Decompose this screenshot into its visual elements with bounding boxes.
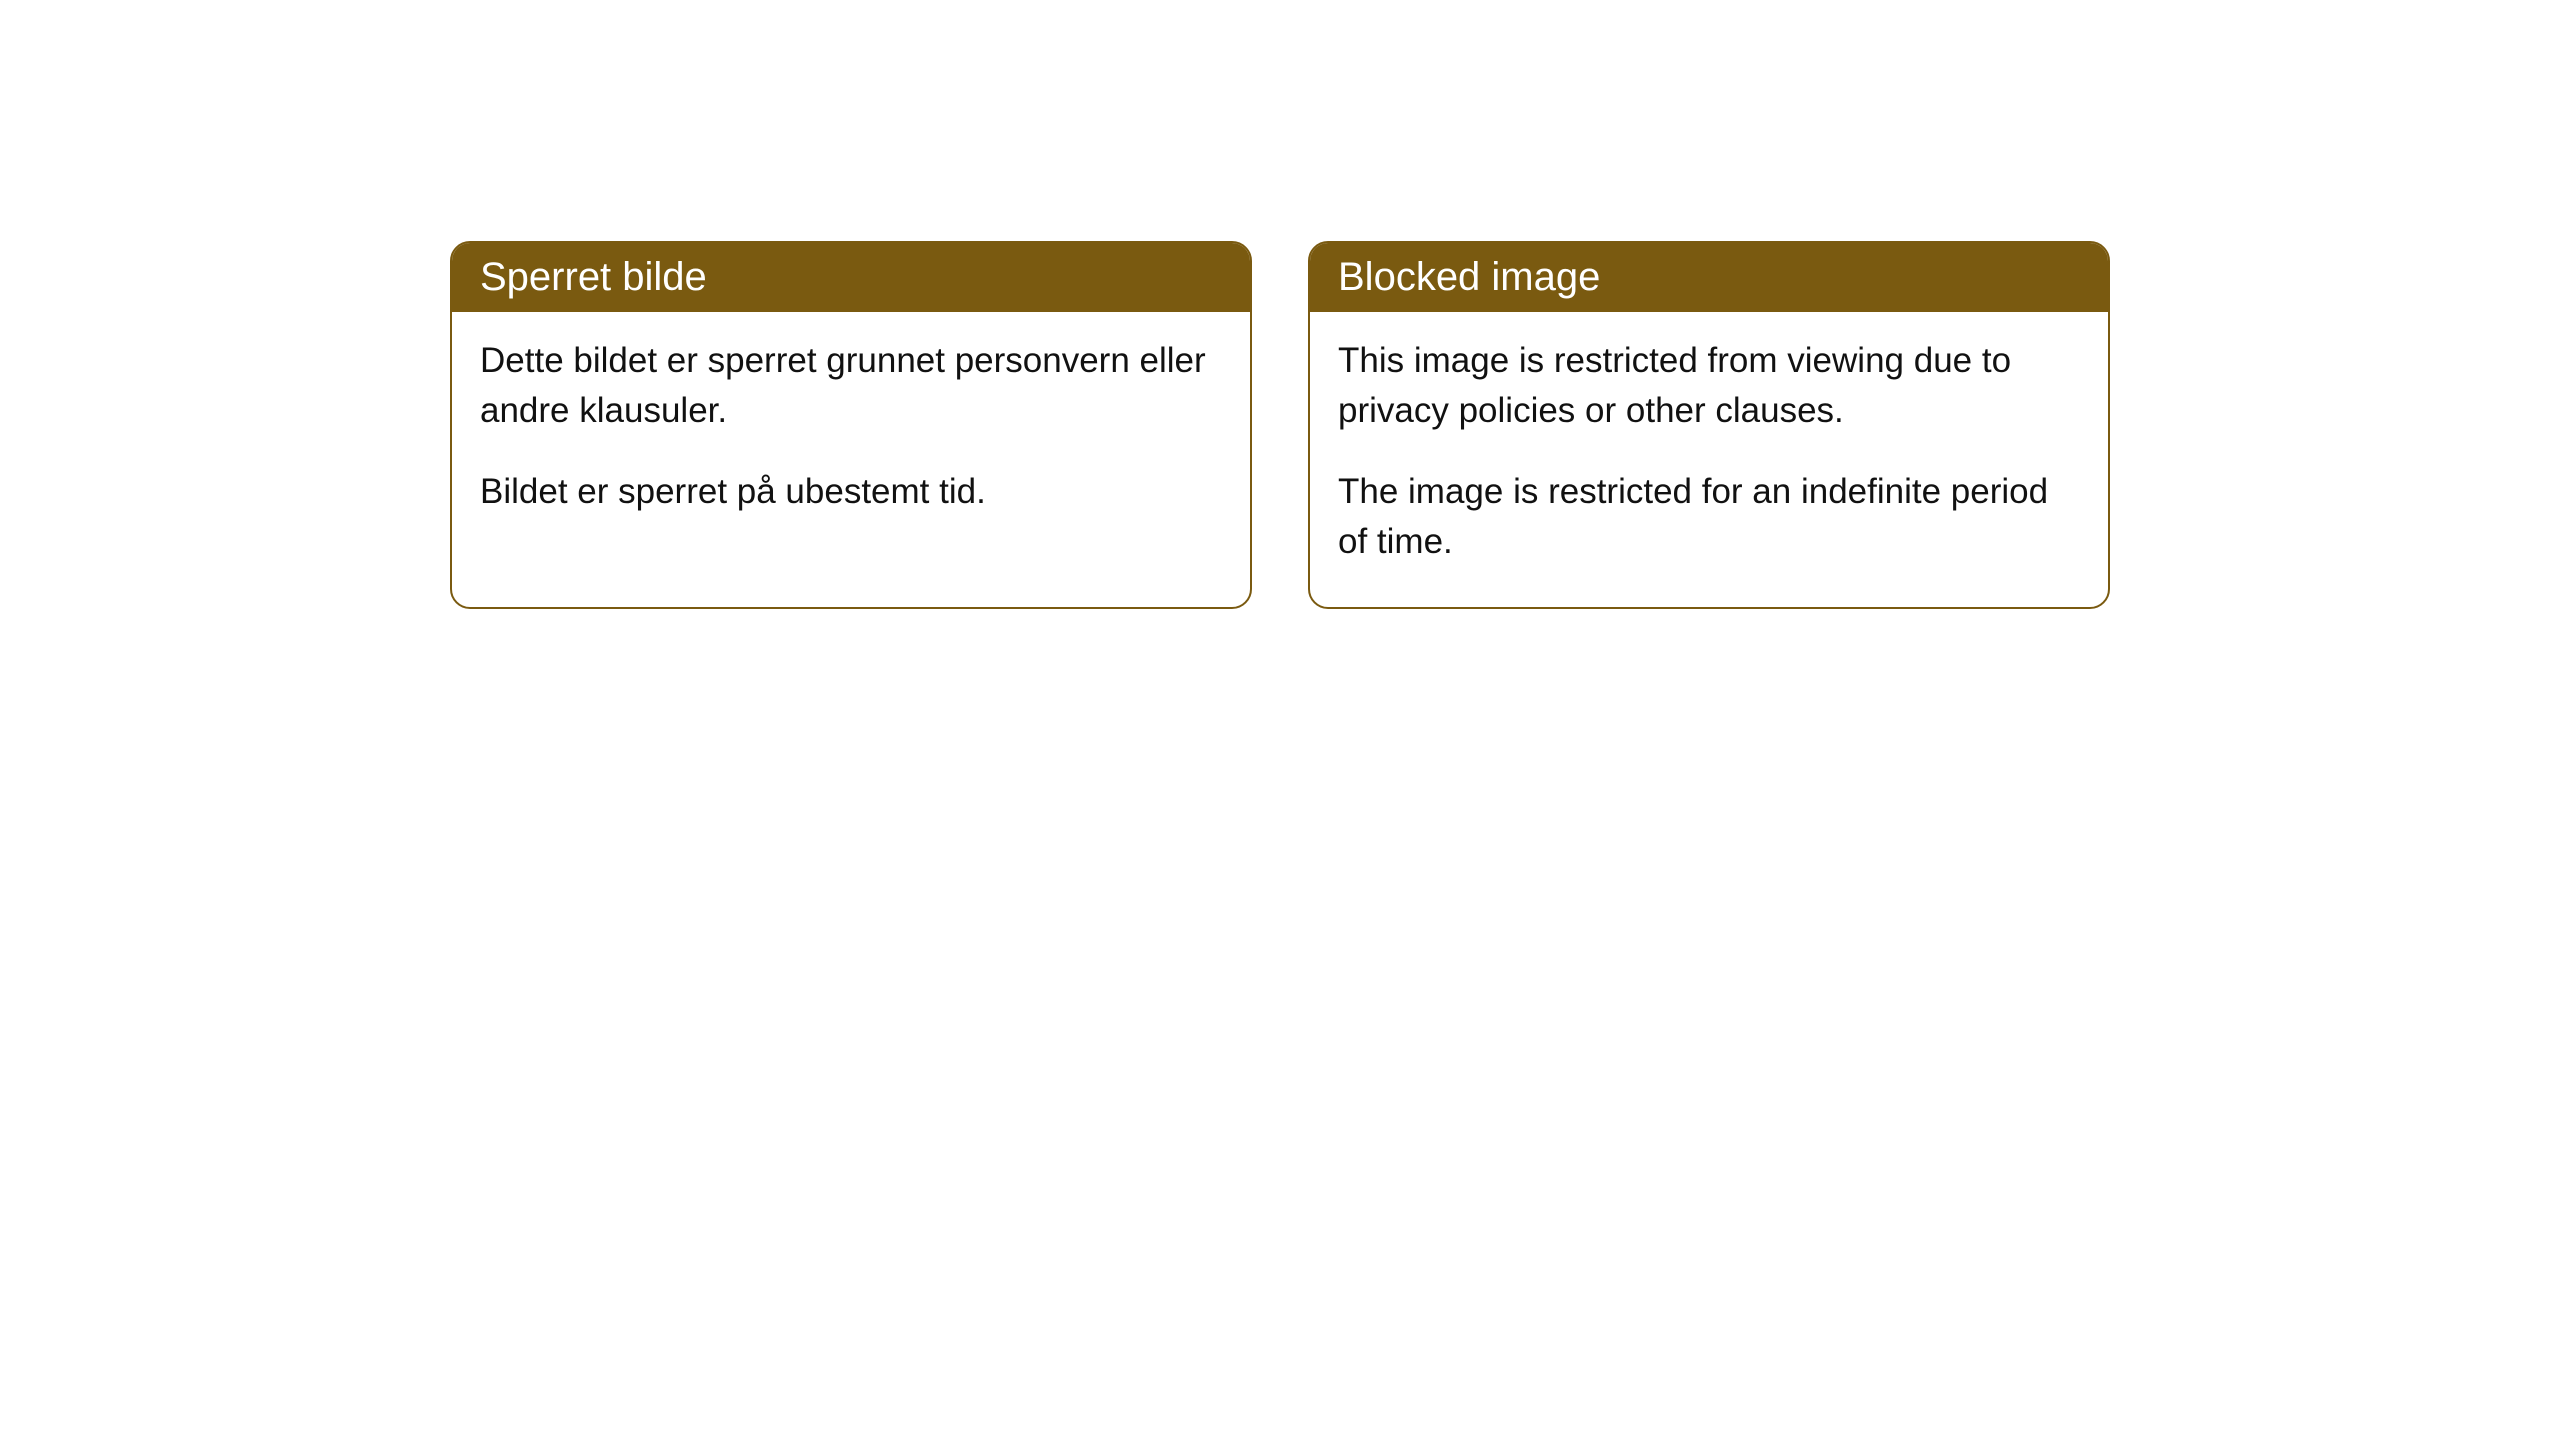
card-body: Dette bildet er sperret grunnet personve… [452,312,1250,557]
blocked-image-card-no: Sperret bilde Dette bildet er sperret gr… [450,241,1252,609]
card-paragraph: Dette bildet er sperret grunnet personve… [480,336,1222,435]
card-paragraph: This image is restricted from viewing du… [1338,336,2080,435]
card-header: Blocked image [1310,243,2108,312]
card-body: This image is restricted from viewing du… [1310,312,2108,607]
notice-cards-container: Sperret bilde Dette bildet er sperret gr… [0,0,2560,609]
card-header: Sperret bilde [452,243,1250,312]
card-paragraph: Bildet er sperret på ubestemt tid. [480,467,1222,517]
blocked-image-card-en: Blocked image This image is restricted f… [1308,241,2110,609]
card-paragraph: The image is restricted for an indefinit… [1338,467,2080,566]
